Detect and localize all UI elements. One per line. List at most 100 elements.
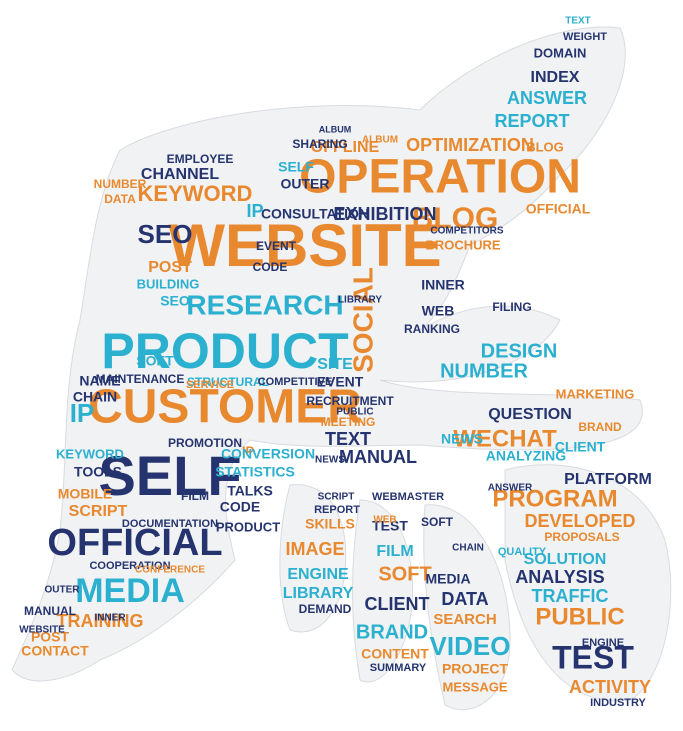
word-news: NEWS xyxy=(441,431,483,447)
word-content: CONTENT xyxy=(361,646,429,662)
word-index: INDEX xyxy=(531,69,580,86)
word-answer: ANSWER xyxy=(507,88,587,108)
word-brand: BRAND xyxy=(578,420,622,434)
word-building: BUILDING xyxy=(137,276,200,291)
word-filing: FILING xyxy=(492,300,531,314)
word-script: SCRIPT xyxy=(318,492,355,503)
word-platform: PLATFORM xyxy=(564,471,652,488)
word-employee: EMPLOYEE xyxy=(167,152,234,166)
word-message: MESSAGE xyxy=(442,679,507,694)
word-soft: SOFT xyxy=(421,515,454,529)
word-promotion: PROMOTION xyxy=(168,436,242,450)
word-question: QUESTION xyxy=(488,406,572,423)
word-web: WEB xyxy=(373,515,396,526)
word-research: RESEARCH xyxy=(186,289,343,320)
word-film: FILM xyxy=(376,543,413,560)
word-text: TEXT xyxy=(325,429,371,449)
word-analysis: ANALYSIS xyxy=(515,567,604,587)
word-data: DATA xyxy=(441,589,488,609)
silhouette-lobe-3 xyxy=(423,504,511,711)
word-contact: CONTACT xyxy=(21,643,89,659)
word-website: WEBSITE xyxy=(168,212,441,279)
word-structural: STRUCTURAL xyxy=(187,375,269,389)
word-news: NEWS xyxy=(315,455,345,466)
word-code: CODE xyxy=(253,260,288,274)
word-proposals: PROPOSALS xyxy=(544,530,619,544)
word-outer: OUTER xyxy=(281,176,330,192)
word-analyzing: ANALYZING xyxy=(486,448,566,464)
word-tools: TOOLS xyxy=(74,464,122,480)
word-offline: OFFLINE xyxy=(311,139,380,156)
word-recruitment: RECRUITMENT xyxy=(306,394,394,408)
word-conference: CONFERENCE xyxy=(135,565,205,576)
word-skills: SKILLS xyxy=(305,516,355,532)
word-industry: INDUSTRY xyxy=(590,697,646,709)
word-website: WEBSITE xyxy=(19,625,65,636)
word-manual: MANUAL xyxy=(339,447,417,467)
word-documentation: DOCUMENTATION xyxy=(122,518,218,530)
word-keyword: KEYWORD xyxy=(56,446,124,461)
word-product: PRODUCT xyxy=(216,519,280,534)
word-post: POST xyxy=(148,259,192,276)
word-ip: IP xyxy=(246,201,263,221)
word-meeting: MEETING xyxy=(321,415,376,429)
word-operation: OPERATION xyxy=(299,151,581,204)
word-cooperation: COOPERATION xyxy=(89,560,170,572)
word-engine: ENGINE xyxy=(582,637,624,649)
word-wechat: WECHAT xyxy=(453,425,557,452)
silhouette-lobe-2 xyxy=(352,499,414,683)
word-number: NUMBER xyxy=(440,360,528,382)
word-official: OFFICIAL xyxy=(47,522,222,564)
word-soft: SOFT xyxy=(378,563,431,585)
word-quality: QUALITY xyxy=(498,546,547,558)
word-blog: BLOG xyxy=(526,139,564,154)
word-ranking: RANKING xyxy=(404,322,460,336)
word-seo: SEO xyxy=(160,293,190,309)
word-statistics: STATISTICS xyxy=(215,464,295,480)
word-domain: DOMAIN xyxy=(534,45,587,60)
word-chain: CHAIN xyxy=(452,543,484,554)
word-conversion: CONVERSION xyxy=(221,446,315,462)
word-number: NUMBER xyxy=(94,177,147,191)
word-test: TEST xyxy=(552,639,634,675)
silhouette xyxy=(11,26,672,711)
word-code: CODE xyxy=(220,499,260,515)
word-weight: WEIGHT xyxy=(563,31,607,43)
word-self: SELF xyxy=(98,444,241,507)
word-library: LIBRARY xyxy=(338,295,382,306)
word-chain: CHAIN xyxy=(73,389,117,405)
word-report: REPORT xyxy=(314,504,360,516)
word-manual: MANUAL xyxy=(24,604,76,618)
word-self: SELF xyxy=(278,159,314,175)
word-image: IMAGE xyxy=(285,539,344,559)
word-service: SERVICE xyxy=(186,379,234,391)
word-customer: CUSTOMER xyxy=(88,381,362,434)
word-name: NAME xyxy=(79,373,120,389)
word-webmaster: WEBMASTER xyxy=(372,491,444,503)
word-talks: TALKS xyxy=(227,483,273,499)
word-social: SOCIAL xyxy=(347,267,378,373)
word-soft: SOFT xyxy=(136,353,174,369)
word-answer: ANSWER xyxy=(488,483,533,494)
word-library: LIBRARY xyxy=(283,585,354,602)
word-search: SEARCH xyxy=(433,611,496,628)
silhouette-body xyxy=(11,26,643,682)
word-video: VIDEO xyxy=(430,631,511,661)
word-media: MEDIA xyxy=(425,571,470,587)
word-official: OFFICIAL xyxy=(526,201,591,217)
word-ip: IP xyxy=(242,443,255,458)
silhouette-lobe-1 xyxy=(279,484,347,633)
word-solution: SOLUTION xyxy=(524,551,607,568)
silhouette-lobe-4 xyxy=(504,464,672,702)
word-data: DATA xyxy=(104,192,136,206)
word-keyword: KEYWORD xyxy=(138,181,253,206)
word-album: ALBUM xyxy=(319,124,352,134)
word-script: SCRIPT xyxy=(69,503,128,520)
word-report: REPORT xyxy=(494,111,569,131)
word-outer: OUTER xyxy=(45,585,81,596)
word-test: TEST xyxy=(372,518,408,534)
word-web: WEB xyxy=(422,303,455,319)
word-mobile: MOBILE xyxy=(58,486,112,502)
word-inner: INNER xyxy=(421,277,465,293)
